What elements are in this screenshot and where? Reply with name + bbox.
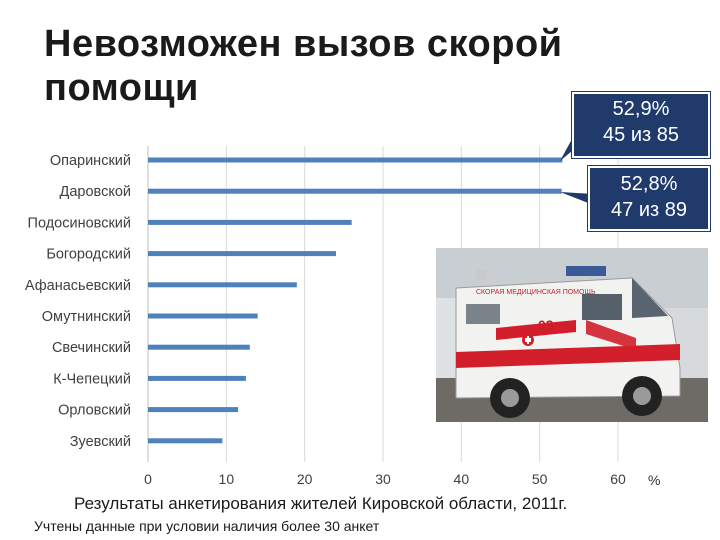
category-label: Орловский bbox=[58, 403, 131, 419]
bar-1 bbox=[148, 157, 563, 163]
category-labels: Опаринский Даровской Подосиновский Богородс… bbox=[25, 153, 131, 450]
bar-10 bbox=[148, 438, 223, 444]
category-label: Зуевский bbox=[70, 434, 131, 450]
callout-darovskoy: 52,8% 47 из 89 bbox=[588, 166, 710, 231]
category-label: Подосиновский bbox=[28, 215, 131, 231]
ambulance-photo: СКОРАЯ МЕДИЦИНСКАЯ ПОМОЩЬ 03 bbox=[436, 248, 708, 422]
category-label: К-Чепецкий bbox=[53, 371, 131, 387]
tick-labels: 0 10 20 30 40 50 60 bbox=[144, 471, 626, 487]
bars-layer bbox=[148, 157, 563, 444]
x-tick-label: 40 bbox=[454, 471, 470, 487]
callout-percent: 52,8% bbox=[620, 173, 678, 195]
x-tick-label: 10 bbox=[219, 471, 235, 487]
axis-unit: % bbox=[648, 472, 661, 488]
bar-9 bbox=[148, 407, 239, 413]
x-tick-label: 30 bbox=[375, 471, 391, 487]
bar-7 bbox=[148, 344, 250, 350]
callout-count: 47 из 89 bbox=[611, 199, 687, 221]
chart-caption: Результаты анкетирования жителей Кировск… bbox=[74, 494, 568, 513]
footnote: Учтены данные при условии наличия более … bbox=[34, 518, 380, 534]
category-label: Свечинский bbox=[52, 340, 131, 356]
bar-6 bbox=[148, 313, 258, 319]
page-title: Невозможен вызов скорой помощи bbox=[44, 23, 563, 109]
ambulance-number: 03 bbox=[538, 317, 554, 333]
category-label: Даровской bbox=[60, 184, 131, 200]
bar-3 bbox=[148, 219, 352, 225]
x-tick-label: 20 bbox=[297, 471, 313, 487]
x-tick-label: 0 bbox=[144, 471, 152, 487]
callout-count: 45 из 85 bbox=[603, 124, 679, 146]
x-tick-label: 50 bbox=[532, 471, 548, 487]
bar-8 bbox=[148, 375, 246, 381]
callout-leader-2 bbox=[560, 192, 596, 206]
callout-oparinsky: 52,9% 45 из 85 bbox=[572, 92, 710, 158]
category-label: Омутнинский bbox=[42, 309, 131, 325]
category-label: Богородский bbox=[46, 247, 131, 263]
ambulance-brand-text: СКОРАЯ МЕДИЦИНСКАЯ ПОМОЩЬ bbox=[476, 289, 596, 296]
category-label: Опаринский bbox=[50, 153, 131, 169]
x-tick-label: 60 bbox=[610, 471, 626, 487]
bar-5 bbox=[148, 282, 297, 288]
callout-percent: 52,9% bbox=[612, 98, 670, 120]
bar-4 bbox=[148, 251, 336, 257]
category-label: Афанасьевский bbox=[25, 278, 131, 294]
bar-2 bbox=[148, 188, 562, 194]
